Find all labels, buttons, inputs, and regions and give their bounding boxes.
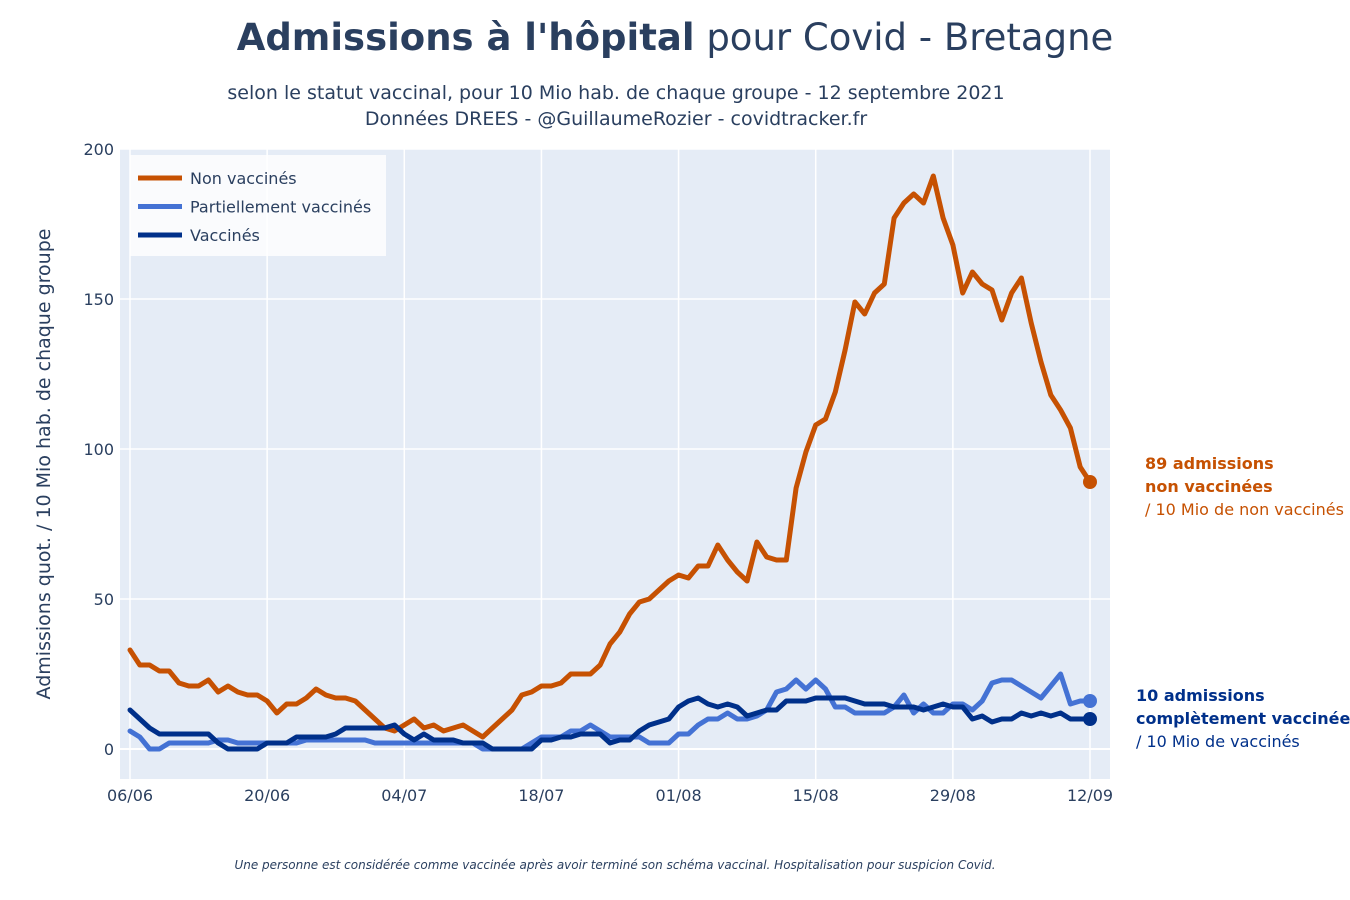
y-tick-label: 0 [104,740,114,759]
legend-label-0: Non vaccinés [190,169,297,188]
x-tick-label: 29/08 [930,786,976,805]
x-tick-label: 15/08 [793,786,839,805]
annotation-nv-line3: / 10 Mio de non vaccinés [1145,500,1344,519]
annotation-v-line1: 10 admissions [1136,686,1265,705]
annotation-nv-line2: non vaccinées [1145,477,1273,496]
annotation-vaccinated: 10 admissions complètement vaccinée / 10… [1136,684,1350,753]
series-line-0 [127,173,1093,740]
legend-label-2: Vaccinés [190,226,260,245]
chart-title-bold: Admissions à l'hôpital [236,16,695,59]
chart-subtitle-line2: Données DREES - @GuillaumeRozier - covid… [364,108,868,130]
y-tick-labels: 0 50 100 150 200 [83,140,114,759]
end-markers [1083,475,1097,726]
y-tick-label: 200 [83,140,114,159]
x-tick-label: 12/09 [1067,786,1113,805]
x-tick-label: 20/06 [244,786,290,805]
x-tick-label: 01/08 [656,786,702,805]
annotation-nv-line1: 89 admissions [1145,454,1274,473]
series-line-2 [127,695,1093,752]
chart-title: Admissions à l'hôpital pour Covid - Bret… [0,16,1350,59]
y-axis-label: Admissions quot. / 10 Mio hab. de chaque… [33,229,55,700]
series-layer [127,173,1093,752]
annotation-non-vaccinated: 89 admissions non vaccinées / 10 Mio de … [1145,452,1344,521]
annotation-v-line3: / 10 Mio de vaccinés [1136,732,1300,751]
y-tick-label: 100 [83,440,114,459]
x-tick-label: 04/07 [381,786,427,805]
chart-subtitle-line1: selon le statut vaccinal, pour 10 Mio ha… [227,82,1005,104]
series-end-marker-2 [1083,712,1097,726]
x-tick-labels: 06/06 20/06 04/07 18/07 01/08 15/08 29/08 12/09 [107,786,1113,805]
y-tick-label: 50 [94,590,114,609]
series-end-marker-1 [1083,694,1097,708]
annotation-v-line2: complètement vaccinée [1136,709,1350,728]
series-end-marker-0 [1083,475,1097,489]
chart-title-rest: pour Covid - Bretagne [694,16,1114,59]
x-tick-label: 18/07 [518,786,564,805]
x-tick-label: 06/06 [107,786,153,805]
y-tick-label: 150 [83,290,114,309]
legend: Non vaccinés Partiellement vaccinés Vaccin… [130,155,386,256]
footnote: Une personne est considérée comme vaccin… [234,858,996,872]
legend-label-1: Partiellement vaccinés [190,198,371,217]
